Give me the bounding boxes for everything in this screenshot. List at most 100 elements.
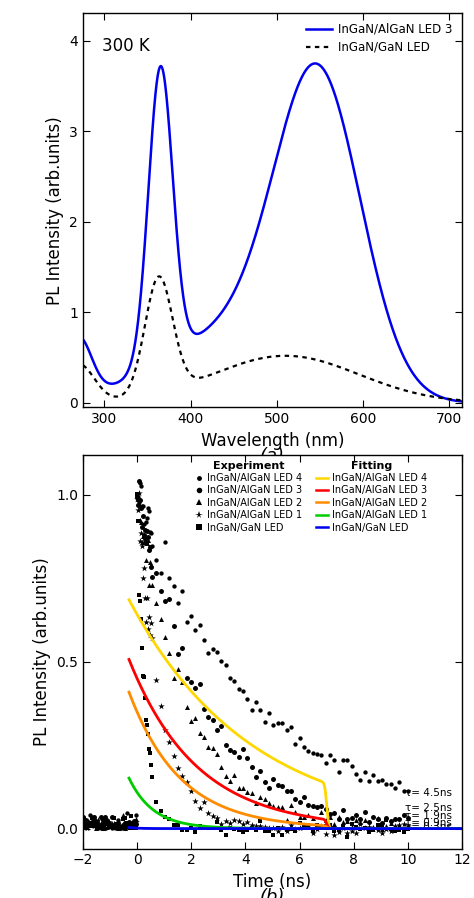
- Point: [140, 516, 148, 531]
- Point: [205, 740, 212, 754]
- Point: [83, 817, 91, 832]
- Point: [322, 756, 329, 770]
- Text: τ= 0.9ns: τ= 0.9ns: [405, 817, 452, 828]
- Point: [132, 821, 139, 835]
- Point: [140, 670, 148, 684]
- Point: [103, 816, 111, 831]
- Point: [110, 820, 118, 834]
- Point: [283, 723, 290, 737]
- Point: [278, 716, 286, 730]
- Point: [374, 818, 382, 832]
- Point: [313, 822, 321, 836]
- Point: [404, 819, 412, 833]
- Point: [378, 822, 386, 836]
- Point: [404, 819, 412, 833]
- Point: [121, 816, 128, 831]
- Y-axis label: PL Intensity (arb.units): PL Intensity (arb.units): [33, 558, 51, 746]
- Point: [133, 487, 141, 501]
- Point: [153, 566, 160, 580]
- Point: [400, 821, 408, 835]
- Point: [117, 819, 124, 833]
- Point: [110, 811, 118, 825]
- Point: [244, 823, 251, 837]
- Point: [318, 819, 325, 833]
- Point: [157, 700, 164, 714]
- Point: [138, 641, 146, 656]
- Point: [326, 818, 334, 832]
- Point: [239, 817, 247, 832]
- Point: [270, 828, 277, 842]
- Point: [252, 797, 260, 811]
- Point: [369, 822, 377, 836]
- Point: [205, 646, 212, 660]
- Point: [339, 814, 346, 829]
- Point: [79, 819, 87, 833]
- Line: InGaN/AlGaN LED 3: InGaN/AlGaN LED 3: [79, 64, 466, 402]
- Point: [148, 539, 156, 553]
- Point: [161, 810, 169, 824]
- Text: τ= 4.5ns: τ= 4.5ns: [405, 788, 452, 797]
- Point: [82, 814, 89, 828]
- Point: [123, 815, 131, 830]
- Point: [142, 614, 150, 629]
- Point: [97, 820, 104, 834]
- Point: [101, 816, 109, 831]
- Point: [352, 826, 360, 841]
- Point: [119, 820, 127, 834]
- Point: [86, 808, 93, 823]
- Point: [88, 814, 96, 829]
- Point: [183, 775, 191, 789]
- Point: [145, 577, 153, 592]
- Point: [161, 594, 169, 609]
- Point: [136, 493, 144, 507]
- Point: [356, 773, 364, 788]
- Point: [296, 809, 303, 823]
- Point: [161, 723, 169, 737]
- Point: [274, 823, 282, 838]
- Point: [248, 821, 255, 835]
- Point: [265, 706, 273, 720]
- Point: [183, 700, 191, 714]
- Point: [145, 610, 153, 624]
- Point: [187, 714, 195, 728]
- Point: [99, 813, 107, 827]
- Point: [248, 703, 255, 718]
- Point: [187, 609, 195, 623]
- Point: [187, 822, 195, 836]
- Point: [222, 657, 229, 672]
- Point: [82, 819, 89, 833]
- Point: [404, 811, 412, 825]
- Point: [123, 817, 131, 832]
- Text: (b): (b): [260, 888, 285, 898]
- Point: [261, 791, 269, 806]
- Point: [348, 811, 356, 825]
- InGaN/GaN LED: [156, 271, 162, 282]
- Point: [361, 821, 368, 835]
- Point: [196, 618, 203, 632]
- Point: [330, 753, 338, 767]
- Point: [121, 821, 128, 835]
- Point: [99, 819, 107, 833]
- Point: [344, 812, 351, 826]
- Point: [88, 810, 96, 824]
- Point: [99, 821, 107, 835]
- Point: [300, 810, 308, 824]
- Point: [108, 819, 115, 833]
- Point: [391, 819, 399, 833]
- Point: [201, 795, 208, 809]
- X-axis label: Time (ns): Time (ns): [233, 873, 312, 891]
- Point: [352, 820, 360, 834]
- Point: [147, 560, 155, 575]
- Point: [213, 723, 221, 737]
- Point: [86, 817, 93, 832]
- Point: [157, 566, 164, 580]
- Point: [146, 525, 154, 540]
- InGaN/GaN LED: [143, 315, 149, 326]
- Point: [352, 808, 360, 823]
- InGaN/GaN LED: [464, 395, 469, 406]
- Point: [110, 819, 118, 833]
- Point: [218, 817, 225, 832]
- Legend: InGaN/AlGaN LED 3, InGaN/GaN LED: InGaN/AlGaN LED 3, InGaN/GaN LED: [303, 20, 456, 57]
- Point: [112, 819, 120, 833]
- Point: [86, 819, 93, 833]
